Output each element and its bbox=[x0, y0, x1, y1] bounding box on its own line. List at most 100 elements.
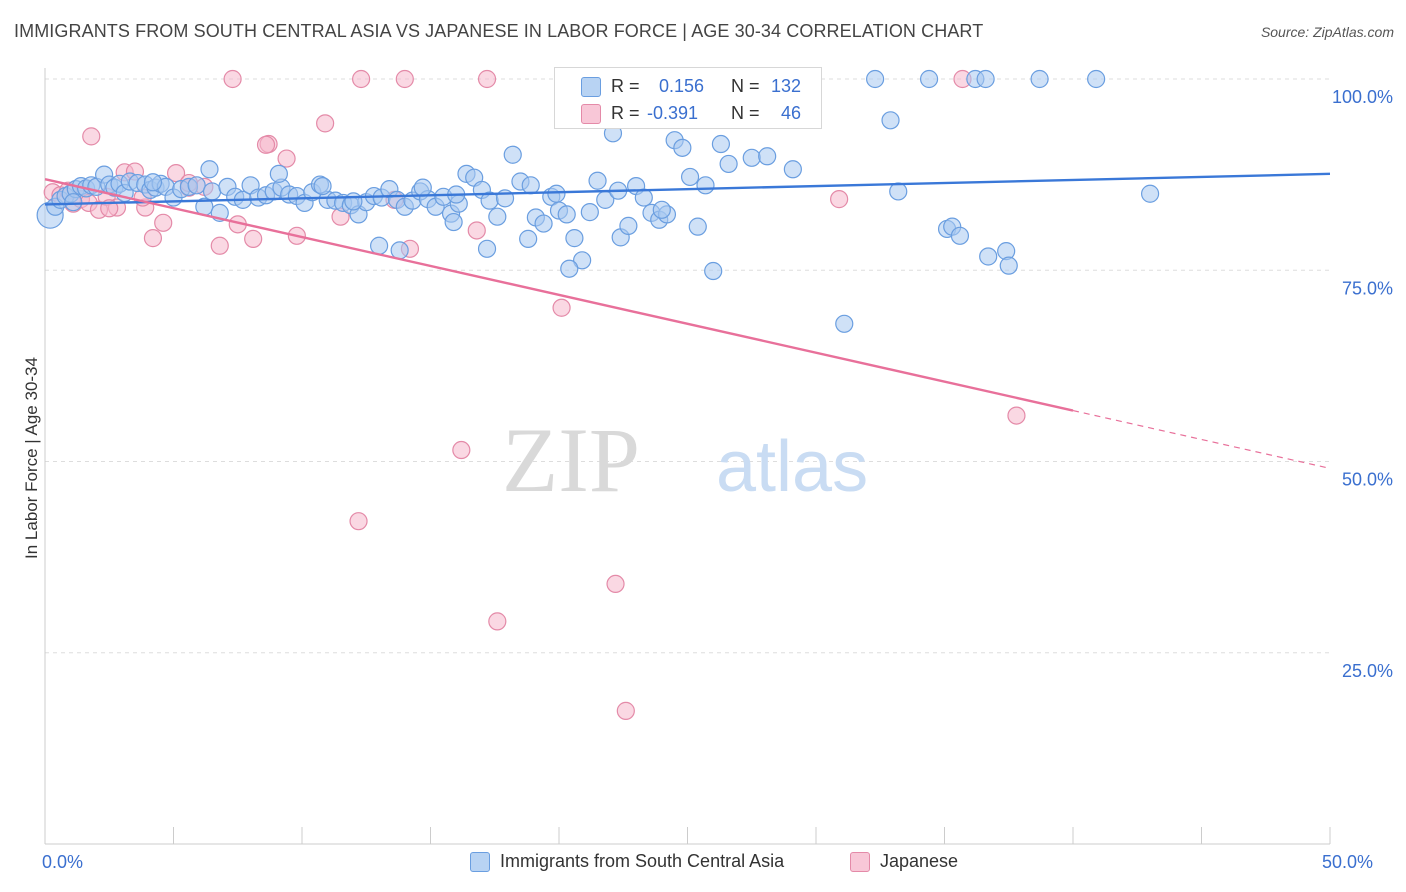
south-central-asia-point bbox=[783, 160, 802, 179]
south-central-asia-point bbox=[143, 173, 163, 192]
south-central-asia-point bbox=[835, 314, 854, 333]
south-central-asia-point bbox=[950, 226, 970, 245]
series-legend: Immigrants from South Central Asia Japan… bbox=[0, 851, 1406, 877]
japanese-point bbox=[154, 213, 173, 232]
trend-line-japanese bbox=[44, 178, 1074, 412]
japanese-point bbox=[143, 229, 163, 248]
japanese-point bbox=[82, 127, 101, 146]
south-central-asia-point bbox=[519, 229, 538, 248]
south-central-asia-point bbox=[1140, 184, 1160, 203]
chart-title: IMMIGRANTS FROM SOUTH CENTRAL ASIA VS JA… bbox=[14, 21, 984, 41]
japanese-point bbox=[467, 221, 486, 240]
correlation-legend: R = 0.156 N = 132 R = -0.391 N = 46 bbox=[554, 67, 822, 129]
japanese-point bbox=[452, 440, 471, 460]
south-central-asia-point bbox=[866, 69, 885, 89]
legend-swatch-pink bbox=[581, 104, 601, 124]
japanese-point bbox=[552, 298, 571, 317]
south-central-asia-point bbox=[979, 247, 998, 266]
japanese-point bbox=[277, 149, 296, 168]
japanese-points bbox=[43, 69, 1026, 720]
south-central-asia-point bbox=[488, 207, 507, 226]
south-central-asia-point bbox=[673, 138, 692, 157]
r-value: -0.391 bbox=[647, 103, 699, 123]
south-central-asia-point bbox=[187, 176, 206, 195]
legend-label: Japanese bbox=[880, 851, 959, 871]
trend-line-japanese-extension bbox=[1072, 409, 1331, 469]
legend-item-south-central-asia[interactable]: Immigrants from South Central Asia bbox=[470, 851, 784, 872]
n-label: N = bbox=[731, 103, 760, 123]
south-central-asia-point bbox=[696, 176, 715, 195]
y-tick-label: 100.0% bbox=[1332, 87, 1393, 107]
japanese-point bbox=[830, 190, 849, 209]
n-value: 132 bbox=[770, 76, 801, 96]
south-central-asia-point bbox=[976, 69, 995, 89]
south-central-asia-point bbox=[704, 261, 723, 281]
south-central-asia-point bbox=[390, 241, 409, 260]
south-central-asia-point bbox=[1087, 69, 1106, 89]
legend-swatch-blue bbox=[470, 851, 490, 872]
south-central-asia-point bbox=[557, 205, 576, 224]
south-central-asia-point bbox=[202, 182, 222, 201]
south-central-asia-point bbox=[560, 259, 579, 278]
south-central-asia-point bbox=[711, 134, 731, 154]
south-central-asia-point bbox=[534, 214, 553, 233]
japanese-point bbox=[352, 69, 371, 89]
japanese-point bbox=[477, 69, 497, 89]
south-central-asia-point bbox=[1030, 69, 1049, 89]
south-central-asia-point bbox=[64, 193, 83, 212]
n-label: N = bbox=[731, 76, 760, 96]
south-central-asia-point bbox=[413, 178, 432, 197]
japanese-point bbox=[606, 574, 625, 594]
r-label: R = bbox=[611, 76, 640, 96]
japanese-point bbox=[223, 69, 242, 89]
south-central-asia-point bbox=[444, 212, 463, 232]
japanese-point bbox=[256, 135, 276, 154]
legend-row-japanese: R = -0.391 N = 46 bbox=[555, 99, 823, 129]
south-central-asia-point bbox=[881, 111, 900, 130]
south-central-asia-point bbox=[565, 229, 584, 248]
legend-label: Immigrants from South Central Asia bbox=[500, 851, 785, 871]
south-central-asia-point bbox=[719, 154, 738, 174]
south-central-asia-point bbox=[547, 184, 566, 203]
south-central-asia-point bbox=[889, 182, 908, 201]
gridlines bbox=[45, 78, 1330, 654]
y-tick-label: 75.0% bbox=[1342, 278, 1393, 298]
japanese-point bbox=[395, 69, 414, 89]
south-central-asia-point bbox=[680, 167, 700, 187]
south-central-asia-point bbox=[344, 192, 363, 211]
y-tick-labels: 100.0% 75.0% 50.0% 25.0% bbox=[1332, 87, 1393, 681]
legend-item-japanese[interactable]: Japanese bbox=[850, 851, 958, 872]
south-central-asia-point bbox=[521, 176, 540, 195]
south-central-asia-point bbox=[313, 177, 332, 196]
watermark-atlas: atlas bbox=[716, 427, 868, 507]
south-central-asia-point bbox=[503, 145, 522, 164]
watermark-zip: ZIP bbox=[502, 409, 640, 511]
x-tick-max: 50.0% bbox=[1322, 852, 1374, 872]
south-central-asia-point bbox=[269, 164, 288, 183]
trend-lines bbox=[44, 172, 1331, 469]
south-central-asia-point bbox=[200, 160, 219, 179]
japanese-point bbox=[166, 163, 186, 183]
south-central-asia-point bbox=[370, 236, 389, 255]
south-central-asia-point bbox=[588, 171, 607, 190]
south-central-asia-point bbox=[999, 256, 1018, 275]
y-tick-label: 50.0% bbox=[1342, 470, 1393, 490]
r-value: 0.156 bbox=[659, 76, 705, 96]
south-central-asia-point bbox=[477, 239, 497, 258]
south-central-asia-point bbox=[619, 216, 638, 235]
japanese-point bbox=[210, 236, 229, 255]
x-tick-min: 0.0% bbox=[42, 852, 84, 872]
south-central-asia-point bbox=[652, 200, 671, 219]
trend-line-south-central-asia bbox=[44, 172, 1331, 206]
south-central-asia-point bbox=[688, 217, 707, 236]
south-central-asia-point bbox=[573, 251, 592, 270]
r-label: R = bbox=[611, 103, 640, 123]
legend-row-south-central-asia: R = 0.156 N = 132 bbox=[555, 72, 823, 102]
y-axis-label: In Labor Force | Age 30-34 bbox=[22, 357, 41, 559]
south-central-asia-point bbox=[919, 69, 939, 89]
legend-swatch-blue bbox=[581, 77, 601, 97]
south-central-asia-point bbox=[742, 148, 761, 167]
japanese-point bbox=[316, 114, 335, 133]
south-central-asia-point bbox=[634, 188, 653, 207]
japanese-point bbox=[244, 229, 263, 248]
